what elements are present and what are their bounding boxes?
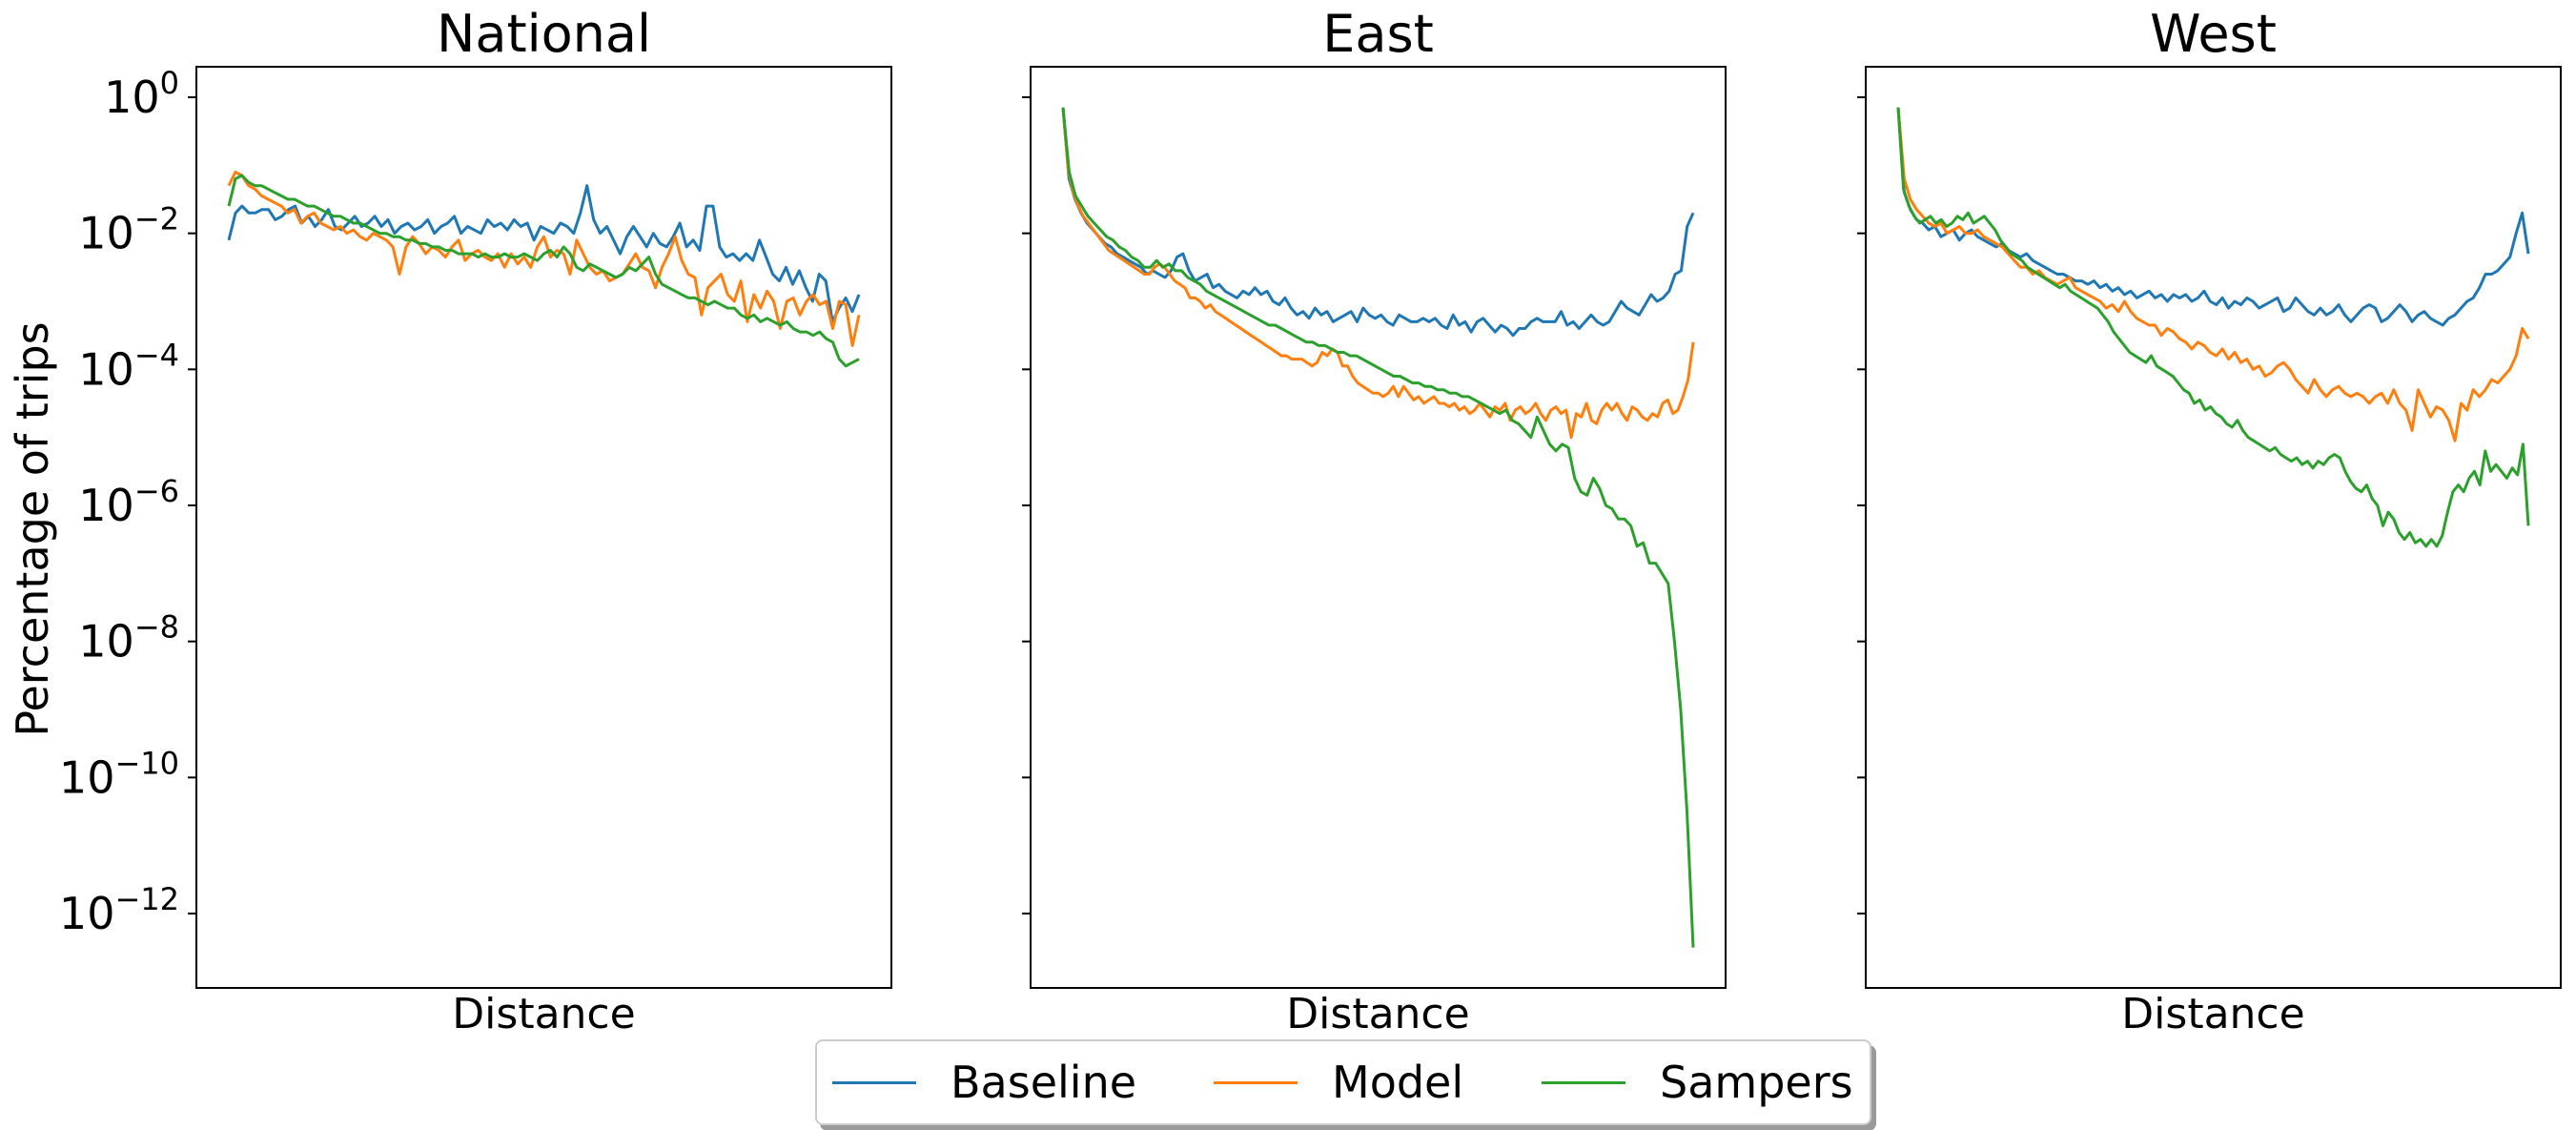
legend-label-baseline: Baseline: [951, 1057, 1137, 1108]
plot-frame-national: [195, 66, 892, 989]
panel-national: 100 10−2 10−4 10−6 10−8 10−10 10−12 National Dis…: [59, 4, 892, 1038]
panel-east: East Distance: [1022, 4, 1727, 1038]
panel-title-national: National: [437, 4, 651, 64]
legend-swatch-sampers: [1542, 1080, 1625, 1084]
panel-west: West Distance: [1857, 4, 2562, 1038]
series-line-national-sampers: [227, 174, 860, 368]
y-tick-label-8: 10−8: [78, 609, 179, 668]
plot-frame-west: [1865, 66, 2562, 989]
legend-label-model: Model: [1332, 1057, 1464, 1108]
y-tick-label-6: 10−6: [78, 473, 179, 531]
legend-item-baseline: Baseline: [832, 1041, 1136, 1123]
y-tick-label-0: 100: [104, 65, 179, 123]
series-line-west-sampers: [1896, 107, 2530, 548]
plot-frame-east: [1030, 66, 1727, 989]
y-tick-label-exponent: 0: [160, 65, 179, 101]
y-tick-label-exponent: −4: [134, 337, 179, 373]
legend-item-model: Model: [1214, 1041, 1463, 1123]
series-line-national-baseline: [227, 184, 861, 323]
x-axis-label-east: Distance: [1286, 990, 1469, 1038]
x-axis-label-national: Distance: [452, 990, 635, 1038]
y-tick-label-exponent: −2: [134, 201, 179, 237]
y-axis-label: Percentage of trips: [7, 321, 58, 736]
series-line-west-baseline: [1896, 107, 2530, 327]
series-line-national-model: [227, 171, 861, 347]
series-line-east-model: [1061, 107, 1695, 440]
y-tick-label-4: 10−4: [78, 337, 179, 395]
legend-swatch-baseline: [832, 1080, 916, 1084]
y-tick-label-exponent: −10: [114, 745, 179, 781]
legend-item-sampers: Sampers: [1542, 1041, 1853, 1123]
y-tick-label-exponent: −6: [134, 473, 179, 509]
series-line-west-model: [1896, 107, 2530, 442]
y-tick-label-exponent: −12: [114, 881, 179, 917]
y-tick-label-12: 10−12: [59, 881, 179, 939]
x-axis-label-west: Distance: [2121, 990, 2304, 1038]
series-line-east-sampers: [1061, 107, 1695, 948]
y-tick-label-exponent: −8: [134, 609, 179, 646]
legend-label-sampers: Sampers: [1660, 1057, 1853, 1108]
y-tick-label-10: 10−10: [59, 745, 179, 803]
legend-swatch-model: [1214, 1080, 1298, 1084]
series-line-east-baseline: [1061, 107, 1695, 338]
legend: Baseline Model Sampers: [815, 1039, 1871, 1125]
y-tick-label-2: 10−2: [78, 201, 179, 259]
panel-title-east: East: [1322, 4, 1434, 64]
panel-title-west: West: [2150, 4, 2277, 64]
